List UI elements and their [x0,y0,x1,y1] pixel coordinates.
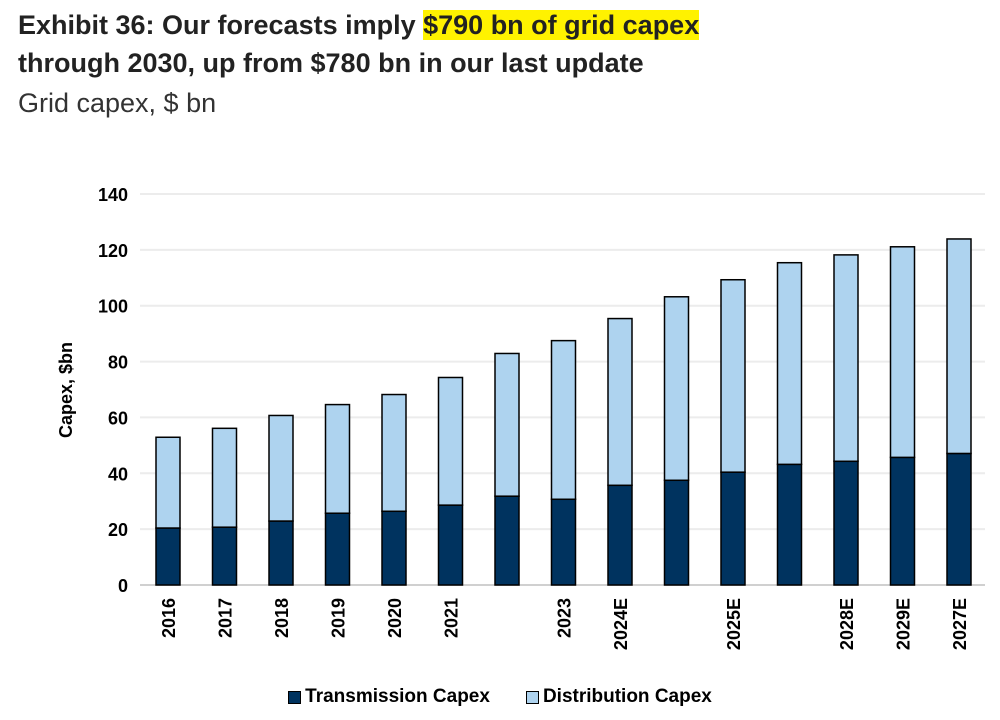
y-tick-label: 0 [118,576,128,596]
x-tick-label: 2024E [611,598,631,650]
bar-distribution [268,414,294,522]
bar-transmission [720,471,746,586]
bar-transmission [211,526,238,586]
bar-distribution [607,317,633,487]
y-tick-label: 120 [98,241,128,261]
bar-transmission [833,460,859,586]
x-tick-label: 2016 [159,598,179,638]
legend: Transmission Capex Distribution Capex [0,686,1000,708]
x-tick-label: 2027E [950,598,970,650]
x-tick-label: 2028E [837,598,857,650]
legend-item-distribution: Distribution Capex [525,686,712,708]
y-tick-label: 80 [108,353,128,373]
x-tick-label: 2021 [442,598,462,638]
legend-swatch-distribution [525,690,539,704]
y-tick-label: 60 [108,408,128,428]
x-tick-label: 2029E [894,598,914,650]
bar-transmission [381,510,407,586]
bar-transmission [155,527,181,586]
legend-label-transmission: Transmission Capex [305,686,490,707]
bar-distribution [720,278,746,473]
x-tick-label: 2017 [216,598,236,638]
y-tick-label: 140 [98,185,128,205]
bar-distribution [211,427,238,528]
bar-distribution [550,339,577,501]
bar-transmission [550,498,577,586]
title-line2: through 2030, up from $780 bn in our las… [18,48,644,78]
x-tick-label: 2018 [272,598,292,638]
legend-swatch-transmission [288,690,302,704]
bar-distribution [889,246,916,459]
bar-distribution [663,296,690,482]
legend-label-distribution: Distribution Capex [542,686,712,707]
bar-transmission [268,520,294,586]
bar-transmission [437,504,464,586]
x-tick-label: 2019 [329,598,349,638]
title-highlight: $790 bn of grid capex [423,10,700,40]
bar-transmission [607,484,633,586]
bar-distribution [946,238,972,455]
bar-transmission [324,512,351,586]
x-tick-label: 2023 [555,598,575,638]
x-tick-label: 2020 [385,598,405,638]
bar-transmission [494,495,520,586]
bar-distribution [155,436,181,529]
bar-distribution [833,254,859,463]
chart-title: Exhibit 36: Our forecasts imply $790 bn … [18,6,700,82]
bar-transmission [663,479,690,586]
bar-distribution [437,376,464,506]
bar-distribution [776,261,803,466]
title-prefix: Exhibit 36: Our forecasts imply [18,10,424,40]
y-tick-label: 20 [108,520,128,540]
legend-item-transmission: Transmission Capex [288,686,490,708]
bar-distribution [494,352,520,497]
chart-subtitle: Grid capex, $ bn [18,88,217,118]
y-tick-label: 40 [108,464,128,484]
x-tick-label: 2025E [724,598,744,650]
y-axis-label: Capex, $bn [56,342,76,438]
bar-distribution [381,393,407,513]
bar-distribution [324,403,351,514]
y-tick-label: 100 [98,297,128,317]
bar-transmission [889,456,916,586]
bar-transmission [776,463,803,586]
bar-transmission [946,452,972,586]
